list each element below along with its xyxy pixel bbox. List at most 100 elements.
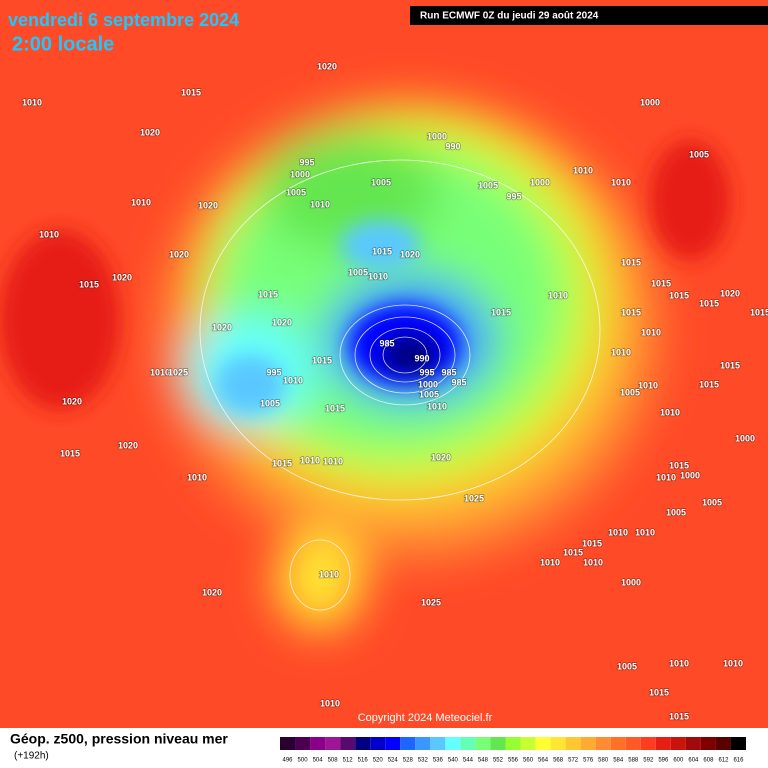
isobar-label: 1015 <box>669 711 689 721</box>
legend-label: 520 <box>373 758 384 764</box>
legend-label: 560 <box>523 758 534 764</box>
isobar-label: 1005 <box>419 389 439 399</box>
isobar-label: 1000 <box>621 577 641 587</box>
legend-label: 552 <box>493 758 504 764</box>
legend-label: 576 <box>583 758 594 764</box>
isobar-label: 1010 <box>635 527 655 537</box>
legend-label: 564 <box>538 758 549 764</box>
legend-label: 500 <box>298 758 309 764</box>
isobar-label: 1005 <box>689 149 709 159</box>
isobar-label: 1010 <box>323 456 343 466</box>
legend-label: 568 <box>553 758 564 764</box>
legend-label: 528 <box>403 758 414 764</box>
legend-label: 616 <box>733 758 744 764</box>
isobar-label: 1015 <box>621 307 641 317</box>
legend-label: 612 <box>718 758 729 764</box>
isobar-label: 1015 <box>699 298 719 308</box>
legend-swatch <box>595 737 611 750</box>
isobar-label: 1010 <box>540 557 560 567</box>
isobar-label: 1025 <box>421 597 441 607</box>
isobar-label: 1010 <box>723 658 743 668</box>
legend: 496 500 504 508 512 516 520 524 528 532 536 540 544 5… <box>280 737 746 764</box>
copyright: Copyright 2024 Meteociel.fr <box>358 712 493 724</box>
isobar-label: 1005 <box>348 267 368 277</box>
run-box <box>410 6 768 25</box>
isobar-label: 1020 <box>400 249 420 259</box>
isobar-label: 1020 <box>317 61 337 71</box>
isobar-label: 1010 <box>573 165 593 175</box>
legend-swatch <box>280 737 296 750</box>
isobar-label: 1025 <box>168 367 188 377</box>
legend-label: 548 <box>478 758 489 764</box>
legend-label: 592 <box>643 758 654 764</box>
isobar-label: 1015 <box>272 458 292 468</box>
isobar-label: 1010 <box>427 401 447 411</box>
run-label: Run ECMWF 0Z du jeudi 29 août 2024 <box>420 11 599 22</box>
legend-swatch <box>295 737 311 750</box>
isobar-label: 990 <box>414 353 429 363</box>
legend-label: 496 <box>283 758 294 764</box>
isobar-label: 1015 <box>325 403 345 413</box>
legend-swatch <box>325 737 341 750</box>
legend-swatch <box>340 737 356 750</box>
isobar-label: 1000 <box>530 177 550 187</box>
isobar-label: 1015 <box>582 538 602 548</box>
isobar-label: 1005 <box>371 177 391 187</box>
isobar-label: 1010 <box>548 290 568 300</box>
legend-swatch <box>700 737 716 750</box>
isobar-label: 1015 <box>621 257 641 267</box>
legend-label: 516 <box>358 758 369 764</box>
legend-label: 504 <box>313 758 324 764</box>
legend-label: 544 <box>463 758 474 764</box>
legend-label: 596 <box>658 758 669 764</box>
isobar-label: 1015 <box>79 279 99 289</box>
legend-swatch <box>730 737 746 750</box>
map-title: vendredi 6 septembre 2024 <box>8 10 239 30</box>
isobar-label: 1020 <box>202 587 222 597</box>
isobar-label: 1015 <box>181 87 201 97</box>
footer-lead: (+192h) <box>14 751 49 762</box>
legend-swatch <box>655 737 671 750</box>
legend-swatch <box>625 737 641 750</box>
legend-swatch <box>370 737 386 750</box>
isobar-labels: 1020101510101020100010009909951000100510… <box>21 61 768 723</box>
isobar-label: 1010 <box>150 367 170 377</box>
isobar-label: 1005 <box>478 180 498 190</box>
field <box>0 0 768 728</box>
legend-swatch <box>520 737 536 750</box>
legend-swatch <box>640 737 656 750</box>
legend-swatch <box>415 737 431 750</box>
isobar-label: 1010 <box>608 527 628 537</box>
isobar-label: 1020 <box>118 440 138 450</box>
legend-label: 556 <box>508 758 519 764</box>
legend-swatch <box>535 737 551 750</box>
isobar-label: 995 <box>266 367 281 377</box>
isobar-label: 1015 <box>720 360 740 370</box>
isobar-label: 1010 <box>187 472 207 482</box>
legend-label: 580 <box>598 758 609 764</box>
isobar-label: 1010 <box>131 197 151 207</box>
isobar-label: 1010 <box>22 97 42 107</box>
legend-swatch <box>430 737 446 750</box>
isobar-label: 1020 <box>720 288 740 298</box>
legend-label: 512 <box>343 758 354 764</box>
legend-swatch <box>670 737 686 750</box>
isobar-label: 1020 <box>112 272 132 282</box>
legend-swatch <box>685 737 701 750</box>
isobar-label: 1010 <box>368 271 388 281</box>
isobar-label: 995 <box>299 157 314 167</box>
isobar-label: 1000 <box>418 379 438 389</box>
legend-swatch <box>385 737 401 750</box>
isobar-label: 1020 <box>212 322 232 332</box>
map-time: 2:00 locale <box>12 33 114 55</box>
legend-swatch <box>550 737 566 750</box>
isobar-label: 985 <box>441 367 456 377</box>
legend-label: 508 <box>328 758 339 764</box>
isobar-label: 1015 <box>750 307 768 317</box>
isobar-label: 985 <box>379 338 394 348</box>
isobar-label: 1015 <box>649 687 669 697</box>
isobar-label: 1000 <box>640 97 660 107</box>
isobar-label: 995 <box>419 367 434 377</box>
isobar-label: 1015 <box>563 547 583 557</box>
isobar-label: 1010 <box>583 557 603 567</box>
